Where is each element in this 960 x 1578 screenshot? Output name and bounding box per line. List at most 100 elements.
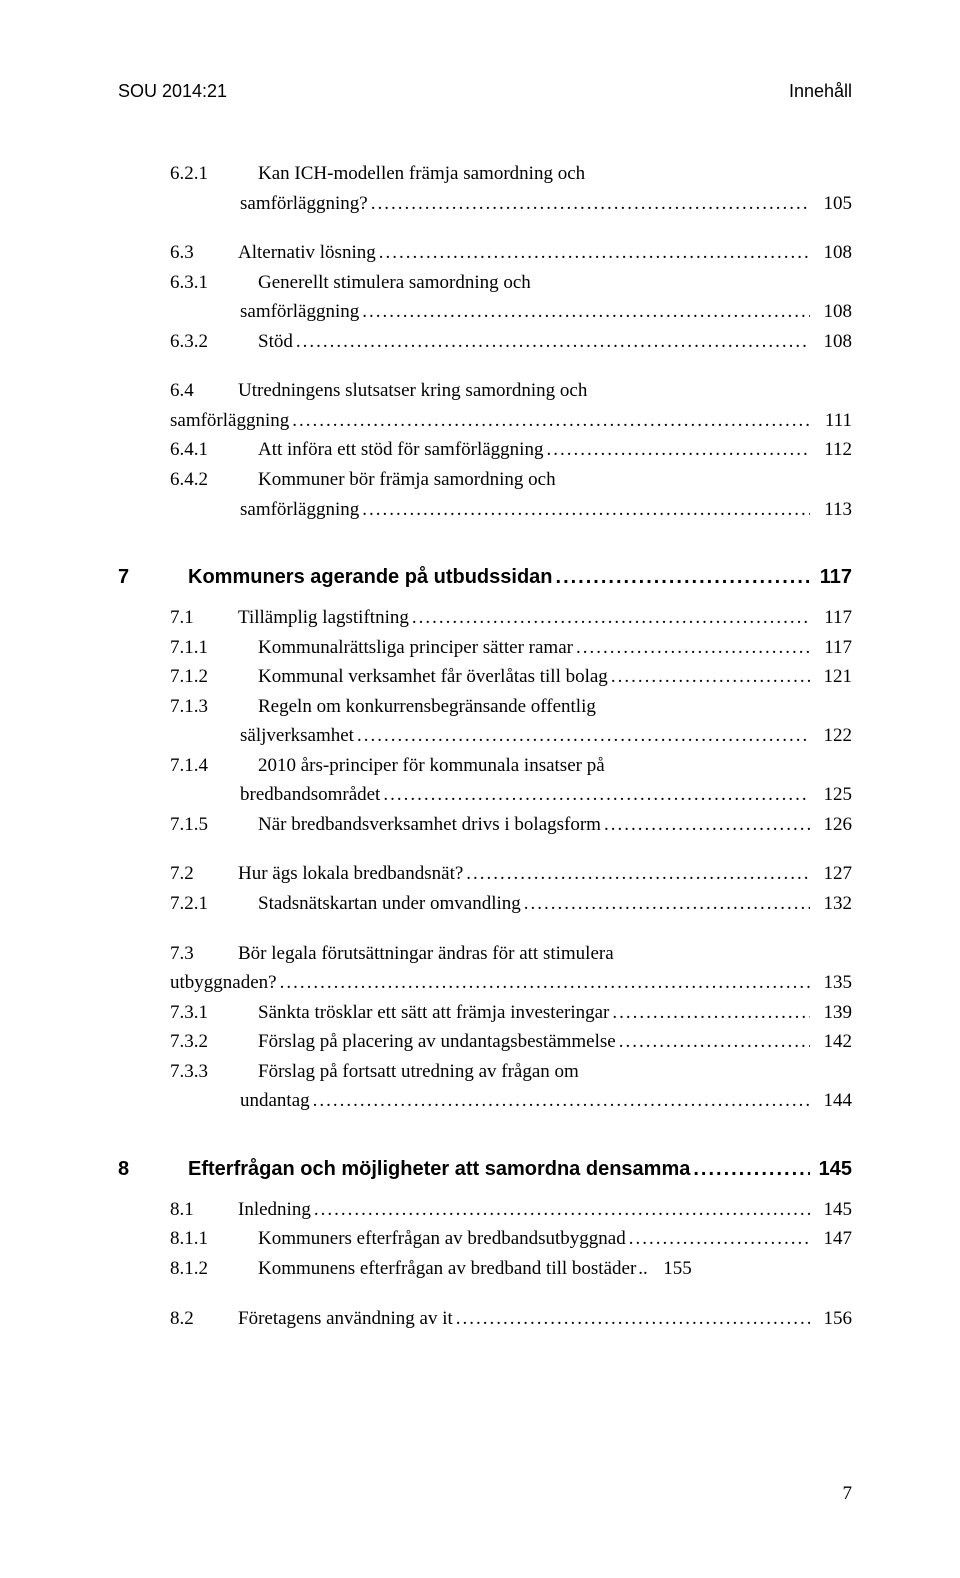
toc-entry-row-continued: samförläggning 113 [118,496,852,524]
toc-entry-row: 7.3Bör legala förutsättningar ändras för… [118,940,852,968]
toc-entry-row: 6.3.2Stöd 108 [118,328,852,356]
toc-entry-row: 7.2Hur ägs lokala bredbandsnät? 127 [118,860,852,888]
header-right: Innehåll [789,78,852,104]
toc-entry-label: Efterfrågan och möjligheter att samordna… [188,1155,690,1184]
toc-leader [380,781,810,809]
toc-entry-row: 8.1.2Kommunens efterfrågan av bredband t… [118,1255,852,1283]
toc-entry-row-continued: samförläggning108 [118,298,852,326]
toc-entry-number: 6.3.2 [170,328,258,356]
table-of-contents: 6.2.1Kan ICH-modellen främja samordning … [118,160,852,1332]
toc-chapter-row: 8Efterfrågan och möjligheter att samordn… [118,1155,852,1184]
toc-entry-label: Att införa ett stöd för samförläggning [258,436,543,464]
toc-entry-page: 113 [810,496,852,524]
toc-leader [690,1155,810,1184]
toc-entry-page: 111 [810,407,852,435]
toc-entry-row-continued: utbyggnaden?135 [118,969,852,997]
toc-entry-label: Kan ICH-modellen främja samordning och [258,160,585,188]
toc-entry-page: 142 [810,1028,852,1056]
toc-entry-label: Sänkta trösklar ett sätt att främja inve… [258,999,609,1027]
toc-entry-number: 6.3 [170,239,238,267]
toc-entry-page: 126 [810,811,852,839]
toc-leader [293,328,810,356]
toc-entry-label: Förslag på placering av undantagsbestämm… [258,1028,616,1056]
page: SOU 2014:21 Innehåll 6.2.1Kan ICH-modell… [0,0,960,1578]
toc-entry-page: 108 [810,298,852,326]
toc-leader [573,634,810,662]
toc-entry-page: 108 [810,239,852,267]
toc-leader [601,811,810,839]
toc-entry-label-cont: säljverksamhet [240,722,354,750]
toc-entry-page: 108 [810,328,852,356]
toc-leader [463,860,810,888]
toc-entry-number: 6.4.2 [170,466,258,494]
toc-entry-label-cont: samförläggning [170,407,289,435]
toc-entry-label: Regeln om konkurrensbegränsande offentli… [258,693,596,721]
page-header: SOU 2014:21 Innehåll [118,78,852,104]
toc-leader [521,890,810,918]
toc-entry-row: 7.3.3Förslag på fortsatt utredning av fr… [118,1058,852,1086]
toc-entry-number: 7.3 [170,940,238,968]
toc-entry-row-continued: bredbandsområdet125 [118,781,852,809]
toc-entry-label: Kommuners efterfrågan av bredbandsutbygg… [258,1225,626,1253]
toc-leader: .. [636,1255,650,1283]
toc-entry-page: 147 [810,1225,852,1253]
toc-entry-label-cont: samförläggning? [240,190,368,218]
toc-entry-page: 144 [810,1087,852,1115]
toc-chapter-row: 7Kommuners agerande på utbudssidan117 [118,563,852,592]
toc-entry-page: 105 [810,190,852,218]
toc-leader [359,298,810,326]
toc-entry-label: Förslag på fortsatt utredning av frågan … [258,1058,579,1086]
toc-entry-number: 7.1.4 [170,752,258,780]
toc-entry-label: Generellt stimulera samordning och [258,269,531,297]
toc-entry-page: 117 [810,604,852,632]
toc-entry-row: 8.1.1Kommuners efterfrågan av bredbandsu… [118,1225,852,1253]
toc-entry-label-cont: samförläggning [240,496,359,524]
toc-entry-row: 7.3.1Sänkta trösklar ett sätt att främja… [118,999,852,1027]
toc-entry-label: Kommunalrättsliga principer sätter ramar [258,634,573,662]
toc-entry-number: 7.3.2 [170,1028,258,1056]
toc-entry-number: 6.4.1 [170,436,258,464]
toc-entry-page: 145 [810,1196,852,1224]
toc-entry-number: 7.3.1 [170,999,258,1027]
toc-entry-page: 127 [810,860,852,888]
page-number: 7 [843,1480,853,1508]
toc-entry-label: Kommuners agerande på utbudssidan [188,563,553,592]
toc-entry-row: 7.1.2Kommunal verksamhet får överlåtas t… [118,663,852,691]
toc-entry-row: 7.1.3Regeln om konkurrensbegränsande off… [118,693,852,721]
toc-entry-label-cont: undantag [240,1087,310,1115]
toc-leader [277,969,810,997]
toc-leader [368,190,810,218]
toc-entry-number: 8.1.2 [170,1255,258,1283]
toc-entry-label-cont: utbyggnaden? [170,969,277,997]
toc-entry-row: 8.2Företagens användning av it156 [118,1305,852,1333]
toc-entry-number: 7.2.1 [170,890,258,918]
toc-entry-row: 7.3.2Förslag på placering av undantagsbe… [118,1028,852,1056]
toc-entry-row: 6.4Utredningens slutsatser kring samordn… [118,377,852,405]
toc-entry-number: 7.3.3 [170,1058,258,1086]
toc-entry-number: 8.1 [170,1196,238,1224]
toc-entry-number: 6.3.1 [170,269,258,297]
toc-entry-row: 6.4.1Att införa ett stöd för samförläggn… [118,436,852,464]
toc-entry-number: 8.1.1 [170,1225,258,1253]
toc-entry-row-continued: samförläggning? 105 [118,190,852,218]
toc-entry-label-cont: bredbandsområdet [240,781,380,809]
toc-entry-number: 6.2.1 [170,160,258,188]
toc-entry-page: 132 [810,890,852,918]
toc-entry-row-continued: samförläggning 111 [118,407,852,435]
toc-entry-number: 7.2 [170,860,238,888]
toc-leader [609,999,810,1027]
toc-leader [608,663,810,691]
toc-entry-label: Företagens användning av it [238,1305,453,1333]
toc-entry-row-continued: säljverksamhet122 [118,722,852,750]
toc-entry-row: 8.1Inledning 145 [118,1196,852,1224]
toc-entry-label: Hur ägs lokala bredbandsnät? [238,860,463,888]
header-left: SOU 2014:21 [118,78,227,104]
toc-entry-row: 6.3.1Generellt stimulera samordning och [118,269,852,297]
toc-entry-label: Inledning [238,1196,311,1224]
toc-entry-number: 8 [118,1155,188,1184]
toc-leader [359,496,810,524]
toc-entry-label: Stöd [258,328,293,356]
toc-leader [354,722,810,750]
toc-leader [376,239,810,267]
toc-entry-label: Tillämplig lagstiftning [238,604,409,632]
